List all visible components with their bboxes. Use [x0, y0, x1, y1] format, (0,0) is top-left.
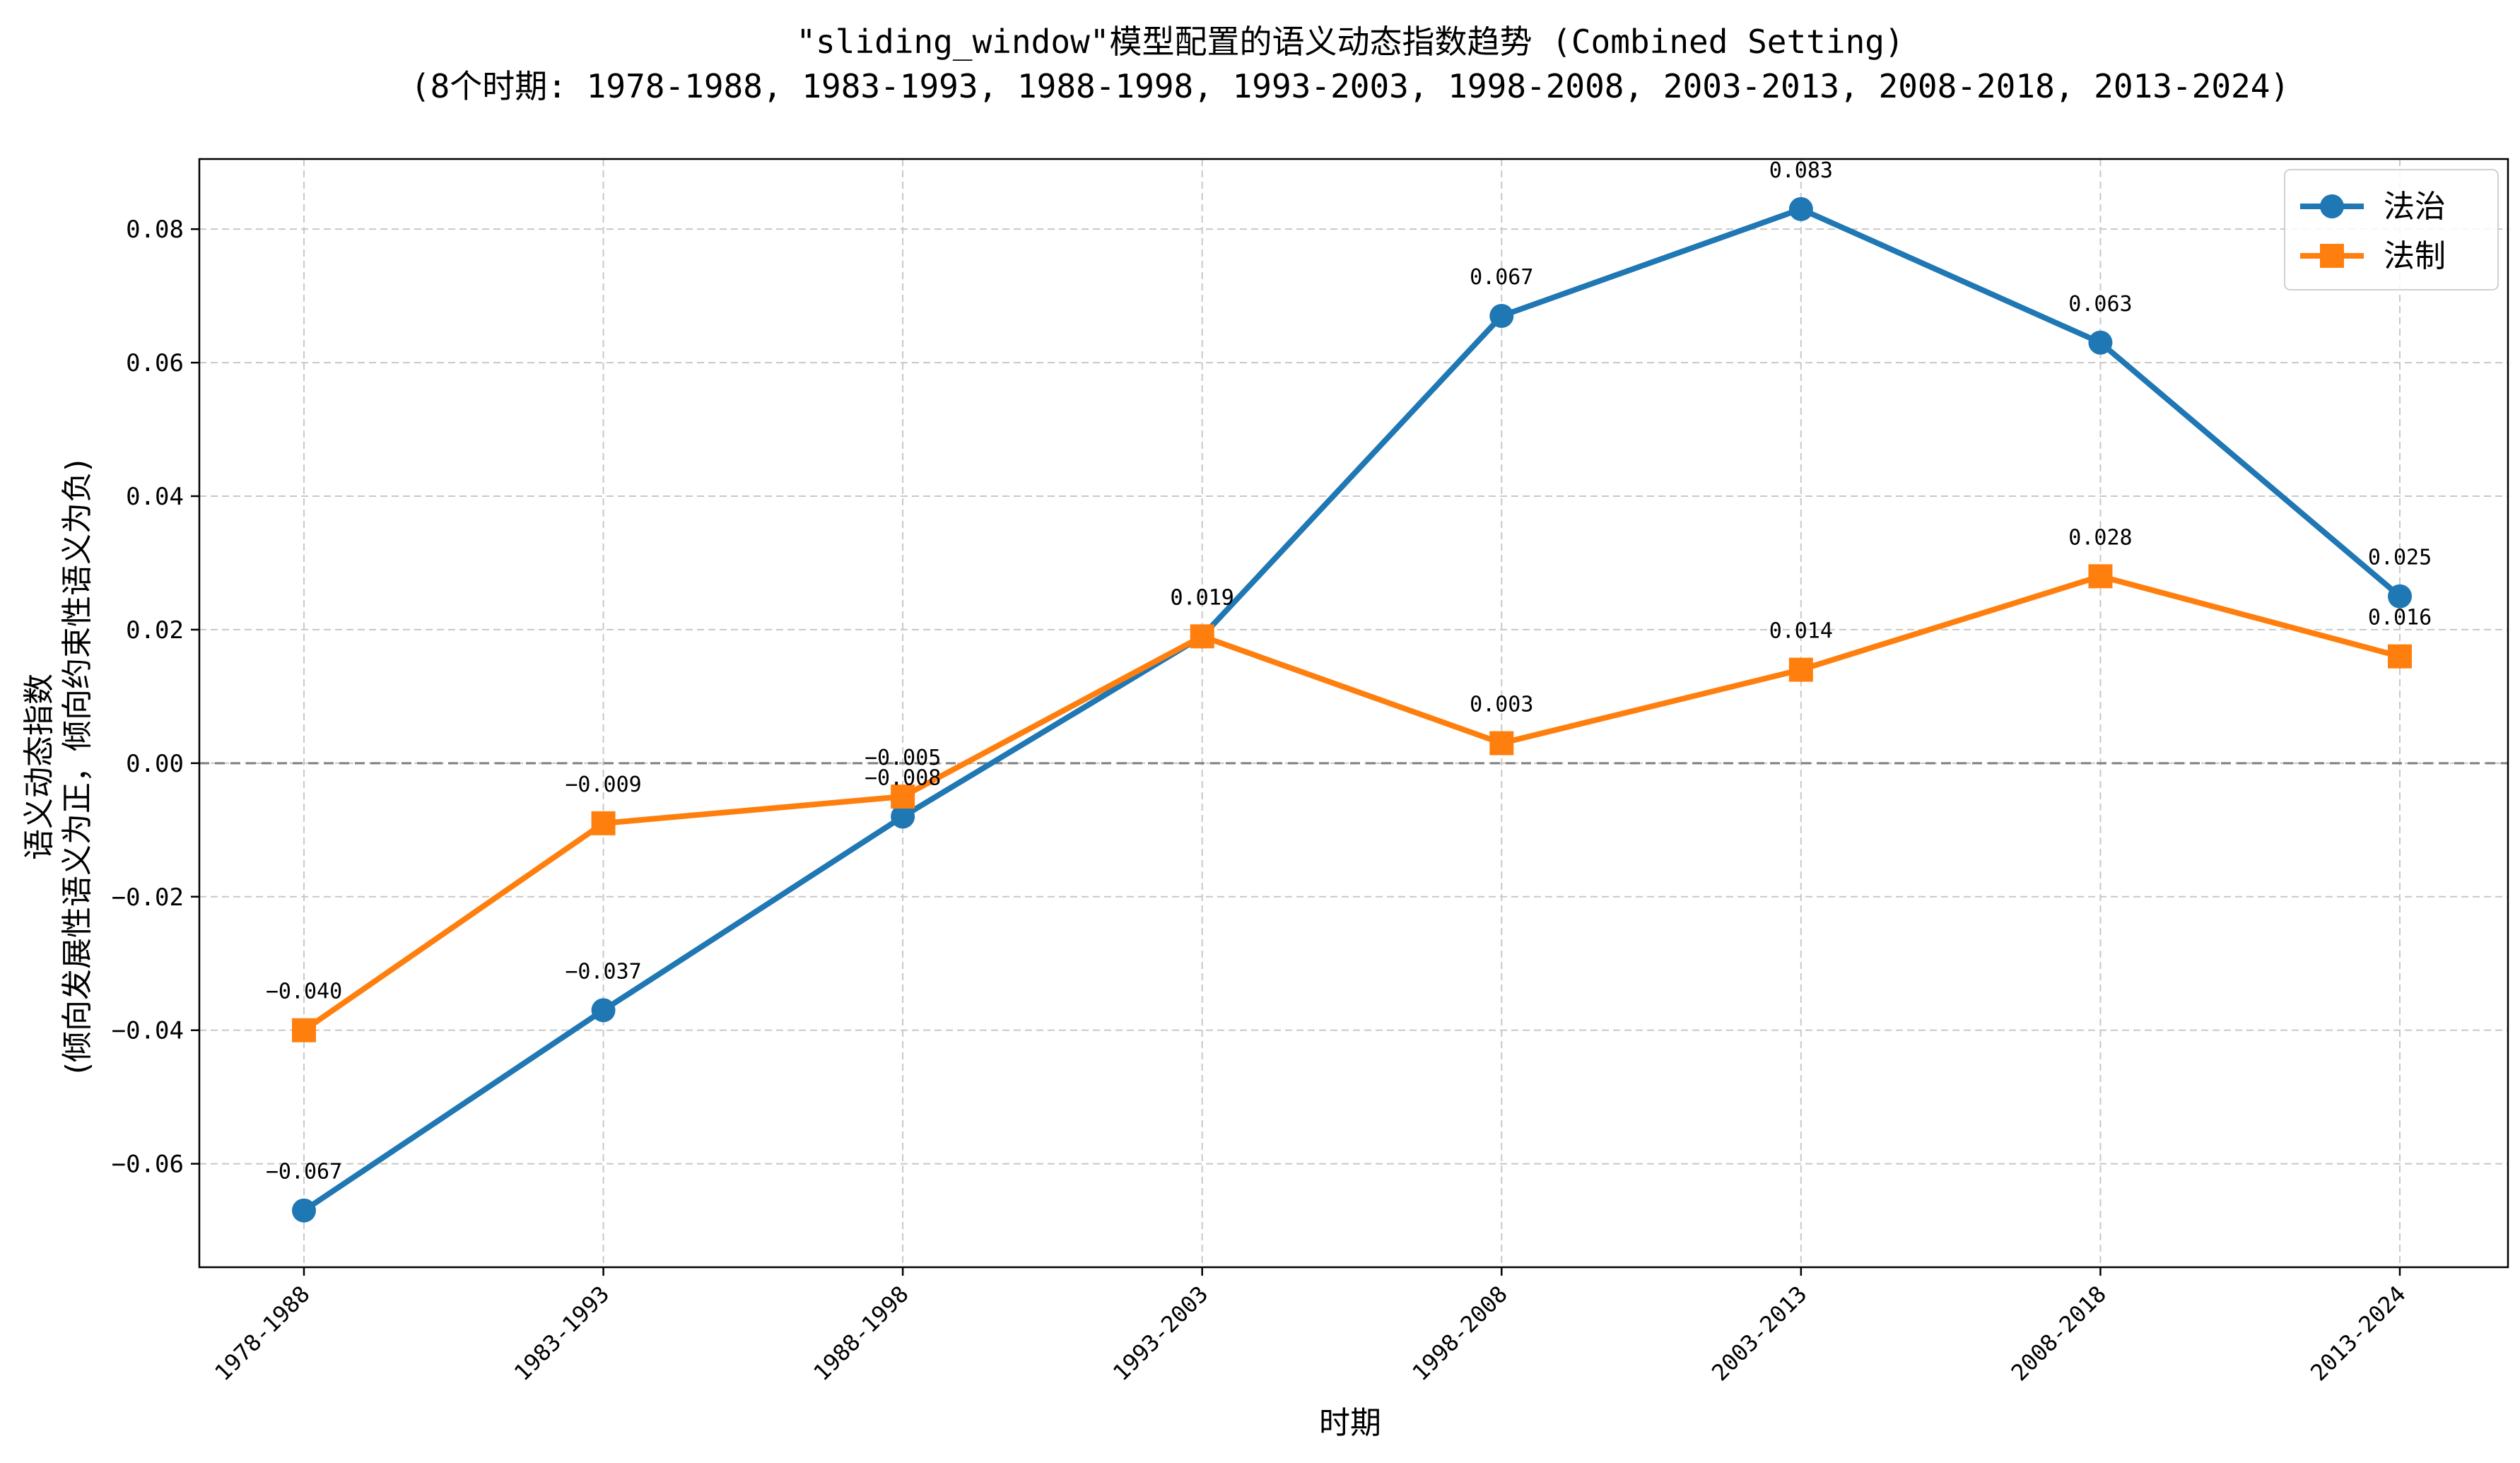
y-tick-label: 0.00 [126, 750, 184, 778]
data-label: −0.067 [266, 1160, 342, 1185]
series-1-point [1789, 658, 1813, 682]
y-tick-label: 0.08 [126, 216, 184, 244]
series-0-point [292, 1199, 316, 1223]
x-tick-label: 1998-2008 [1407, 1281, 1512, 1386]
data-label: 0.025 [2368, 546, 2432, 570]
tick-labels-group: −0.06 −0.04 −0.02 0.00 0.02 0.04 0.06 0.08 1978-… [112, 216, 2411, 1386]
x-tick-label: 1983-1993 [509, 1281, 614, 1386]
data-label: −0.037 [565, 959, 641, 984]
data-label: 0.083 [1769, 158, 1833, 183]
data-label: 0.003 [1470, 693, 1533, 717]
data-label: −0.005 [865, 746, 941, 770]
y-tick-label: 0.02 [126, 616, 184, 645]
chart-subtitle: (8个时期: 1978-1988, 1983-1993, 1988-1998, … [411, 67, 2290, 105]
x-tick-label: 2003-2013 [1706, 1281, 1812, 1386]
x-tick-label: 1978-1988 [209, 1281, 315, 1386]
chart-title: "sliding_window"模型配置的语义动态指数趋势 (Combined … [796, 23, 1904, 61]
legend-marker-1 [2320, 244, 2344, 268]
plot-frame [199, 159, 2508, 1267]
data-label: −0.040 [266, 980, 342, 1004]
axes-group [199, 159, 2508, 1267]
data-label: 0.014 [1769, 619, 1833, 644]
data-label: 0.019 [1171, 585, 1234, 610]
series-0-point [2088, 331, 2112, 355]
legend-marker-0 [2320, 194, 2344, 218]
series-1-point [1489, 732, 1513, 756]
x-axis-label: 时期 [1319, 1405, 1381, 1441]
y-axis-label-line1: 语义动态指数 [21, 674, 57, 860]
series-group [292, 197, 2412, 1223]
series-1-point [292, 1018, 316, 1042]
series-0-point [592, 998, 616, 1022]
x-tick-label: 1988-1998 [808, 1281, 913, 1386]
series-1-point [592, 811, 616, 835]
y-tick-label: 0.06 [126, 349, 184, 377]
series-1-point [2388, 645, 2412, 669]
series-line-0 [304, 209, 2400, 1211]
data-label: 0.016 [2368, 606, 2432, 630]
x-tick-label: 2008-2018 [2006, 1281, 2111, 1386]
data-label: 0.028 [2068, 525, 2132, 550]
data-label: 0.067 [1470, 265, 1533, 290]
legend-label: 法制 [2384, 238, 2446, 274]
grid-lines [199, 159, 2508, 1267]
y-tick-label: −0.06 [112, 1151, 184, 1179]
y-tick-label: 0.04 [126, 483, 184, 511]
x-tick-label: 1993-2003 [1108, 1281, 1213, 1386]
series-0-point [1489, 304, 1513, 328]
legend-label: 法治 [2384, 189, 2446, 225]
x-tick-label: 2013-2024 [2305, 1281, 2410, 1386]
data-label: −0.009 [565, 772, 641, 797]
y-axis-label-line2: (倾向发展性语义为正，倾向约束性语义为负) [59, 459, 95, 1074]
data-label: 0.063 [2068, 292, 2132, 317]
series-1-point [1190, 624, 1214, 648]
series-0-point [2388, 584, 2412, 609]
y-tick-label: −0.02 [112, 883, 184, 912]
y-axis-label: 语义动态指数 (倾向发展性语义为正，倾向约束性语义为负) [21, 459, 95, 1074]
series-1-point [2088, 564, 2112, 588]
series-0-point [1789, 197, 1813, 221]
y-tick-label: −0.04 [112, 1017, 184, 1045]
